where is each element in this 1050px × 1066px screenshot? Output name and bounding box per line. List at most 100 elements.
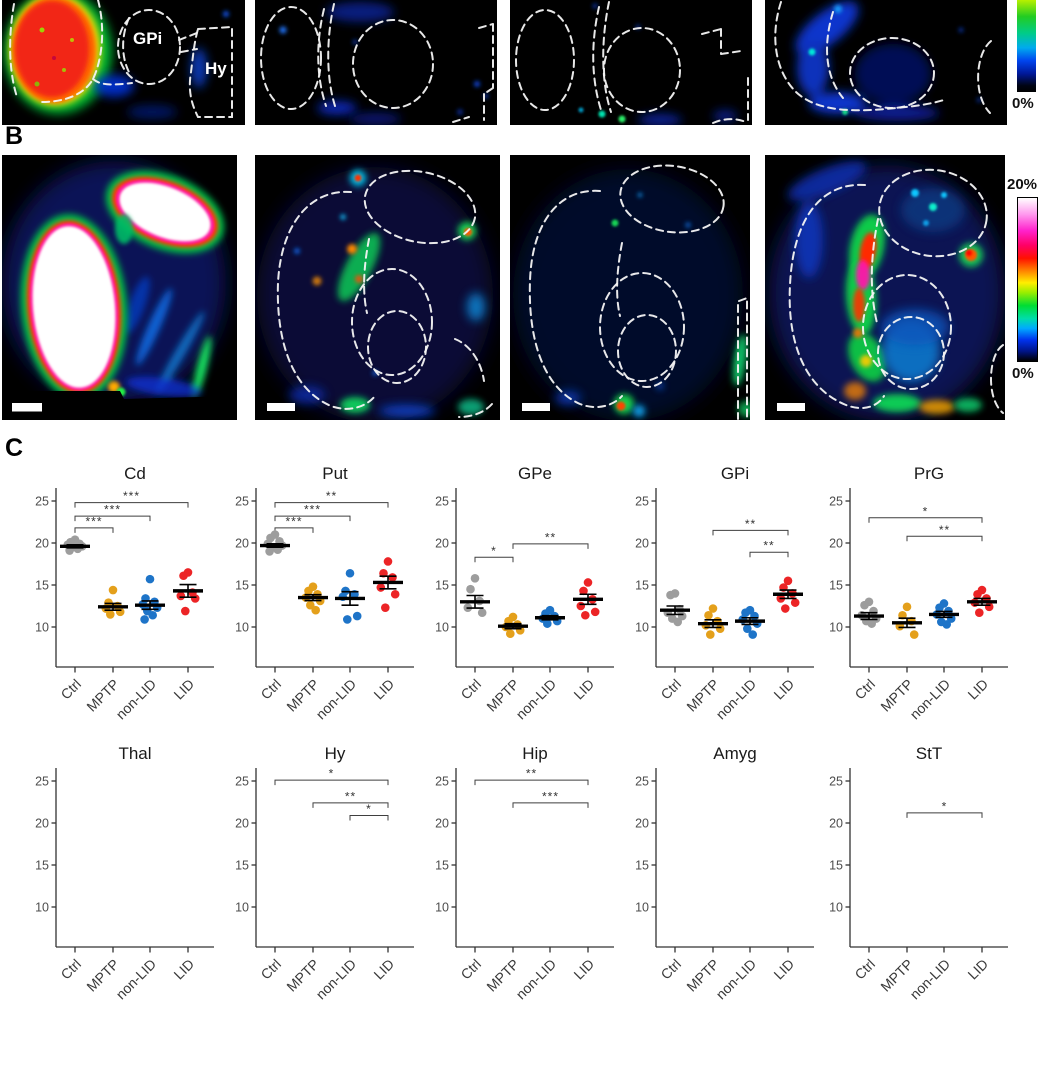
bridge-signal [115,214,133,244]
brain-image-a4 [765,0,1007,125]
x-category-label: non-LID [907,676,954,723]
x-category-label: Ctrl [257,676,284,703]
data-point [383,557,393,566]
x-category-label: Ctrl [57,676,84,703]
y-tick-label: 10 [829,621,843,635]
data-point [869,606,878,616]
faint-signal [795,1,939,121]
significance-label: *** [285,514,302,528]
x-category-label: non-LID [907,956,954,1003]
data-point [477,608,487,618]
significance-bracket [749,551,789,558]
data-point [115,607,125,617]
y-tick-label: 15 [635,859,649,873]
x-category-label: non-LID [313,956,360,1003]
y-tick-label: 10 [829,901,843,915]
significance-bracket [906,535,983,542]
significance-label: *** [542,789,559,803]
colorbar-a-min-label: 0% [1012,95,1034,112]
y-tick-label: 10 [35,621,49,635]
data-point [942,620,951,629]
significance-bracket [74,502,189,508]
data-point [783,576,793,586]
significance-bracket [712,529,789,536]
significance-bracket [274,779,389,786]
data-point [381,603,390,612]
data-point [581,610,590,620]
plot-title: GPe [518,464,552,483]
x-category-label: LID [370,676,397,703]
y-tick-label: 15 [829,859,843,873]
data-point [867,619,876,628]
significance-bracket [74,527,114,533]
significance-label: * [942,799,948,813]
x-category-label: non-LID [113,676,160,723]
scale-bar [267,403,295,411]
y-tick-label: 25 [35,495,49,509]
x-category-label: Ctrl [851,956,878,983]
x-category-label: non-LID [513,956,560,1003]
significance-bracket [512,802,589,808]
significance-label: ** [545,530,556,544]
data-point [108,585,118,595]
y-tick-label: 15 [235,579,249,593]
y-tick-label: 20 [235,817,249,831]
y-tick-label: 20 [635,817,649,831]
x-category-label: Ctrl [57,956,84,983]
y-tick-label: 15 [35,579,49,593]
data-point [973,589,982,599]
faint-signal [578,3,737,125]
x-category-label: Ctrl [257,956,284,983]
significance-label: *** [85,514,102,528]
faint-signal [94,11,229,119]
y-tick-label: 20 [235,537,249,551]
data-point [704,610,713,620]
data-point [311,605,320,615]
y-tick-label: 20 [829,817,843,831]
significance-bracket [312,802,389,808]
tissue-edge [2,391,237,420]
region-outlines [528,164,748,420]
brain-image-b1 [2,155,237,420]
x-category-label: Ctrl [851,676,878,703]
y-tick-label: 25 [635,495,649,509]
significance-bracket [474,556,514,563]
y-tick-label: 10 [635,621,649,635]
data-point [902,602,912,612]
significance-label: *** [123,489,140,503]
brain-image-b3 [510,155,750,420]
data-point [790,598,800,607]
data-point [390,589,400,599]
data-point [140,615,149,624]
significance-label: ** [763,539,774,553]
y-tick-label: 10 [435,621,449,635]
plot-title: Amyg [713,744,756,763]
brain-image-a1: GPi Hy [2,0,245,125]
y-tick-label: 25 [435,495,449,509]
significance-label: ** [345,789,356,803]
y-tick-label: 20 [35,817,49,831]
x-category-label: Ctrl [457,956,484,983]
x-category-label: LID [770,956,797,983]
x-category-label: Ctrl [657,956,684,983]
y-tick-label: 25 [235,775,249,789]
hy-region-label: Hy [205,59,227,78]
data-point [706,630,715,639]
data-point [345,568,355,578]
data-point [708,604,718,613]
brain-image-a2 [255,0,497,125]
x-category-label: LID [964,956,991,983]
y-tick-label: 15 [235,859,249,873]
x-category-label: non-LID [513,676,560,723]
plot-title: Hip [522,744,548,763]
data-point [179,571,188,581]
data-point [909,630,919,639]
putamen-heat-blob [105,170,225,254]
data-point [181,606,190,616]
